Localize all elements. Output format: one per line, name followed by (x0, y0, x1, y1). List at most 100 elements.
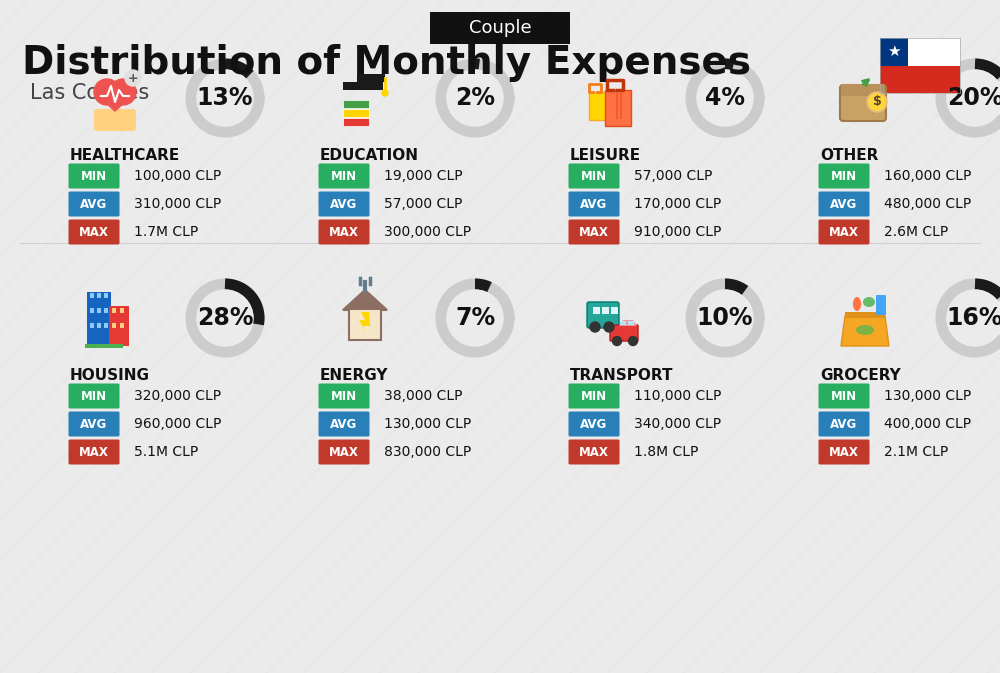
Circle shape (197, 70, 253, 126)
Text: MIN: MIN (581, 390, 607, 402)
Text: MIN: MIN (81, 170, 107, 182)
FancyBboxPatch shape (343, 109, 369, 117)
FancyBboxPatch shape (94, 109, 136, 131)
FancyBboxPatch shape (104, 323, 108, 328)
Text: MAX: MAX (329, 446, 359, 458)
FancyBboxPatch shape (568, 164, 620, 188)
Text: MAX: MAX (829, 225, 859, 238)
Text: 4%: 4% (705, 86, 745, 110)
Circle shape (604, 322, 614, 332)
Polygon shape (95, 94, 135, 112)
Text: MIN: MIN (331, 390, 357, 402)
Text: 100,000 CLP: 100,000 CLP (134, 169, 221, 183)
FancyBboxPatch shape (68, 439, 120, 464)
FancyBboxPatch shape (90, 323, 94, 328)
Text: 960,000 CLP: 960,000 CLP (134, 417, 221, 431)
FancyBboxPatch shape (97, 308, 101, 313)
FancyBboxPatch shape (318, 164, 370, 188)
Text: MAX: MAX (79, 225, 109, 238)
Text: GROCERY: GROCERY (820, 368, 901, 383)
FancyBboxPatch shape (104, 293, 108, 298)
Text: 2.1M CLP: 2.1M CLP (884, 445, 948, 459)
FancyBboxPatch shape (628, 321, 634, 325)
Text: AVG: AVG (80, 197, 108, 211)
FancyBboxPatch shape (605, 90, 631, 126)
Text: HEALTHCARE: HEALTHCARE (70, 148, 180, 163)
FancyBboxPatch shape (343, 82, 383, 90)
Text: Distribution of Monthly Expenses: Distribution of Monthly Expenses (22, 44, 751, 82)
Text: MAX: MAX (579, 446, 609, 458)
Text: 170,000 CLP: 170,000 CLP (634, 197, 721, 211)
Ellipse shape (856, 325, 874, 335)
Text: 830,000 CLP: 830,000 CLP (384, 445, 471, 459)
Text: 13%: 13% (197, 86, 253, 110)
FancyBboxPatch shape (97, 293, 101, 298)
Text: AVG: AVG (80, 417, 108, 431)
FancyBboxPatch shape (840, 85, 886, 121)
FancyBboxPatch shape (818, 219, 870, 244)
Text: 20%: 20% (947, 86, 1000, 110)
Circle shape (94, 79, 120, 105)
Ellipse shape (863, 297, 875, 307)
FancyBboxPatch shape (112, 308, 116, 313)
Text: 320,000 CLP: 320,000 CLP (134, 389, 221, 403)
FancyBboxPatch shape (568, 219, 620, 244)
Text: EDUCATION: EDUCATION (320, 148, 419, 163)
FancyBboxPatch shape (589, 92, 609, 120)
Polygon shape (357, 74, 385, 82)
Text: 5.1M CLP: 5.1M CLP (134, 445, 198, 459)
Circle shape (867, 92, 887, 112)
FancyBboxPatch shape (568, 192, 620, 217)
Text: MIN: MIN (831, 170, 857, 182)
Circle shape (629, 336, 638, 345)
Text: MAX: MAX (829, 446, 859, 458)
Circle shape (697, 70, 753, 126)
FancyBboxPatch shape (620, 321, 626, 325)
Circle shape (447, 290, 503, 346)
Circle shape (447, 70, 503, 126)
Text: 16%: 16% (947, 306, 1000, 330)
FancyBboxPatch shape (343, 100, 369, 108)
Text: MIN: MIN (581, 170, 607, 182)
Text: Couple: Couple (469, 19, 531, 37)
Text: ENERGY: ENERGY (320, 368, 388, 383)
FancyBboxPatch shape (430, 12, 570, 44)
FancyBboxPatch shape (841, 84, 885, 96)
FancyBboxPatch shape (343, 118, 369, 126)
Text: 57,000 CLP: 57,000 CLP (384, 197, 462, 211)
Text: 2.6M CLP: 2.6M CLP (884, 225, 948, 239)
Ellipse shape (853, 297, 861, 311)
FancyBboxPatch shape (87, 292, 111, 346)
Text: 1.7M CLP: 1.7M CLP (134, 225, 198, 239)
FancyBboxPatch shape (818, 192, 870, 217)
Text: MAX: MAX (79, 446, 109, 458)
Text: MAX: MAX (579, 225, 609, 238)
Text: OTHER: OTHER (820, 148, 878, 163)
Text: 2%: 2% (455, 86, 495, 110)
FancyBboxPatch shape (818, 384, 870, 409)
FancyBboxPatch shape (68, 219, 120, 244)
Text: 57,000 CLP: 57,000 CLP (634, 169, 712, 183)
Text: 19,000 CLP: 19,000 CLP (384, 169, 463, 183)
FancyBboxPatch shape (818, 411, 870, 437)
Text: 910,000 CLP: 910,000 CLP (634, 225, 721, 239)
Circle shape (382, 90, 388, 96)
Text: 160,000 CLP: 160,000 CLP (884, 169, 971, 183)
FancyBboxPatch shape (610, 325, 638, 341)
FancyBboxPatch shape (318, 411, 370, 437)
FancyBboxPatch shape (880, 65, 960, 93)
Text: 1.8M CLP: 1.8M CLP (634, 445, 698, 459)
FancyBboxPatch shape (112, 323, 116, 328)
FancyBboxPatch shape (90, 308, 94, 313)
FancyBboxPatch shape (568, 439, 620, 464)
Circle shape (125, 70, 141, 86)
Circle shape (197, 290, 253, 346)
FancyBboxPatch shape (68, 164, 120, 188)
Circle shape (869, 94, 885, 110)
FancyBboxPatch shape (85, 344, 123, 348)
FancyBboxPatch shape (90, 293, 94, 298)
Circle shape (110, 79, 136, 105)
Text: 38,000 CLP: 38,000 CLP (384, 389, 462, 403)
Text: LEISURE: LEISURE (570, 148, 641, 163)
Text: MAX: MAX (329, 225, 359, 238)
